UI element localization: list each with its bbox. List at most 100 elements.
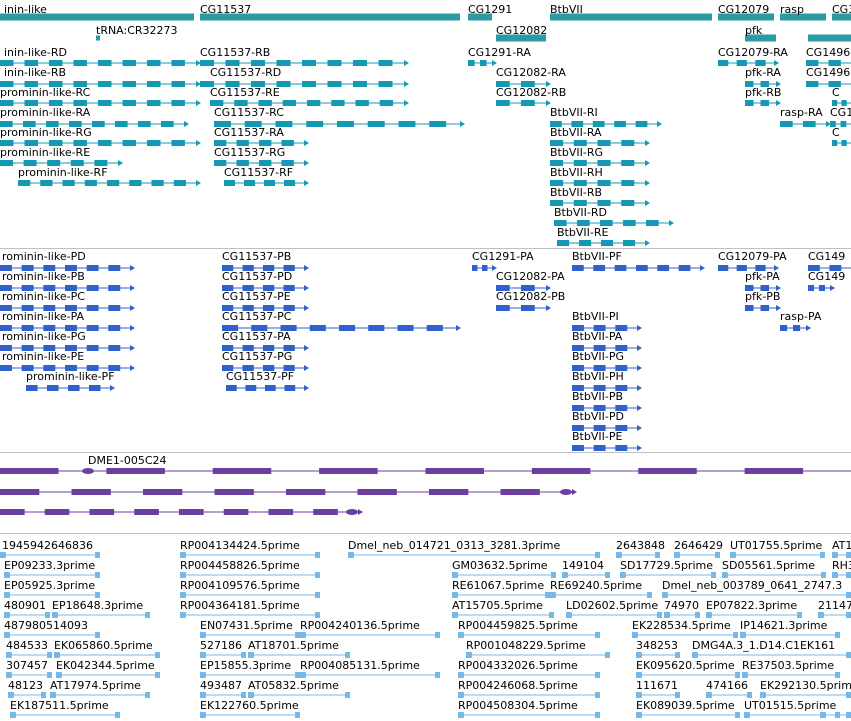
feature-label[interactable]: BtbVII-PF <box>572 250 622 263</box>
feature-label[interactable]: rominin-like-PD <box>2 250 86 263</box>
feature-label[interactable]: BtbVII-RI <box>550 106 598 119</box>
feature-label[interactable]: prominin-like-RG <box>0 126 92 139</box>
feature-label[interactable]: 48123 <box>8 679 43 692</box>
feature-label[interactable]: AT15705.5prime <box>452 599 543 612</box>
feature-label[interactable]: prominin-like-RC <box>0 86 91 99</box>
feature-label[interactable]: BtbVII-PD <box>572 410 624 423</box>
feature-label[interactable]: BtbVII-PE <box>572 430 623 443</box>
feature-label[interactable]: 348253 <box>636 639 678 652</box>
feature-label[interactable]: EK089039.5prime <box>636 699 735 712</box>
feature-label[interactable]: RP004085131.5prime <box>300 659 420 672</box>
feature-label[interactable]: CG11537-RF <box>224 166 294 179</box>
feature-label[interactable]: CG1291-PA <box>472 250 534 263</box>
feature-label[interactable]: BtbVII-RB <box>550 186 603 199</box>
feature-label[interactable]: CG11537-RA <box>214 126 284 139</box>
feature-label[interactable]: BtbVII-PI <box>572 310 619 323</box>
feature-label[interactable]: CG11537-PE <box>222 290 291 303</box>
feature-label[interactable]: GM03632.5prime <box>452 559 548 572</box>
feature-label[interactable]: pfk-RA <box>745 66 781 79</box>
feature-label[interactable]: RP004508304.5prime <box>458 699 578 712</box>
feature-label[interactable]: AT1 <box>832 539 851 552</box>
feature-label[interactable]: rominin-like-PG <box>2 330 86 343</box>
feature-label[interactable]: CG149 <box>808 250 846 263</box>
feature-label[interactable]: AT17974.5prime <box>50 679 141 692</box>
feature-label[interactable]: CG11537-RB <box>200 46 271 59</box>
feature-label[interactable]: RE61067.5prime <box>452 579 545 592</box>
feature-label[interactable]: BtbVII-PA <box>572 330 623 343</box>
feature-label[interactable]: BtbVII-RA <box>550 126 602 139</box>
feature-label[interactable]: pfk-RB <box>745 86 782 99</box>
feature-label[interactable]: Dmel_neb_003789_0641_2747.3 <box>662 579 843 592</box>
feature-label[interactable]: CG12082-RB <box>496 86 567 99</box>
feature-label[interactable]: BtbVII-PG <box>572 350 624 363</box>
feature-label[interactable]: CG11537-PC <box>222 310 292 323</box>
feature-label[interactable]: 149104 <box>562 559 604 572</box>
feature-label[interactable]: tRNA:CR32273 <box>96 24 178 37</box>
feature-label[interactable]: RE37503.5prime <box>742 659 835 672</box>
feature-label[interactable]: RP004134424.5prime <box>180 539 300 552</box>
feature-label[interactable]: CG11537-RD <box>210 66 282 79</box>
feature-label[interactable]: EP05925.3prime <box>4 579 96 592</box>
feature-label[interactable]: inin-like-RB <box>4 66 67 79</box>
feature-label[interactable]: C <box>832 126 840 139</box>
feature-label[interactable]: CG12079-RA <box>718 46 788 59</box>
feature-label[interactable]: RP004458826.5prime <box>180 559 300 572</box>
feature-label[interactable]: 2643848 <box>616 539 665 552</box>
feature-label[interactable]: LD02602.5prime <box>566 599 659 612</box>
feature-label[interactable]: SD05561.5prime <box>722 559 815 572</box>
feature-label[interactable]: CG11537-PG <box>222 350 293 363</box>
feature-label[interactable]: inin-like-RD <box>4 46 67 59</box>
feature-label[interactable]: CG11537-PF <box>226 370 295 383</box>
feature-label[interactable]: prominin-like-RE <box>0 146 91 159</box>
